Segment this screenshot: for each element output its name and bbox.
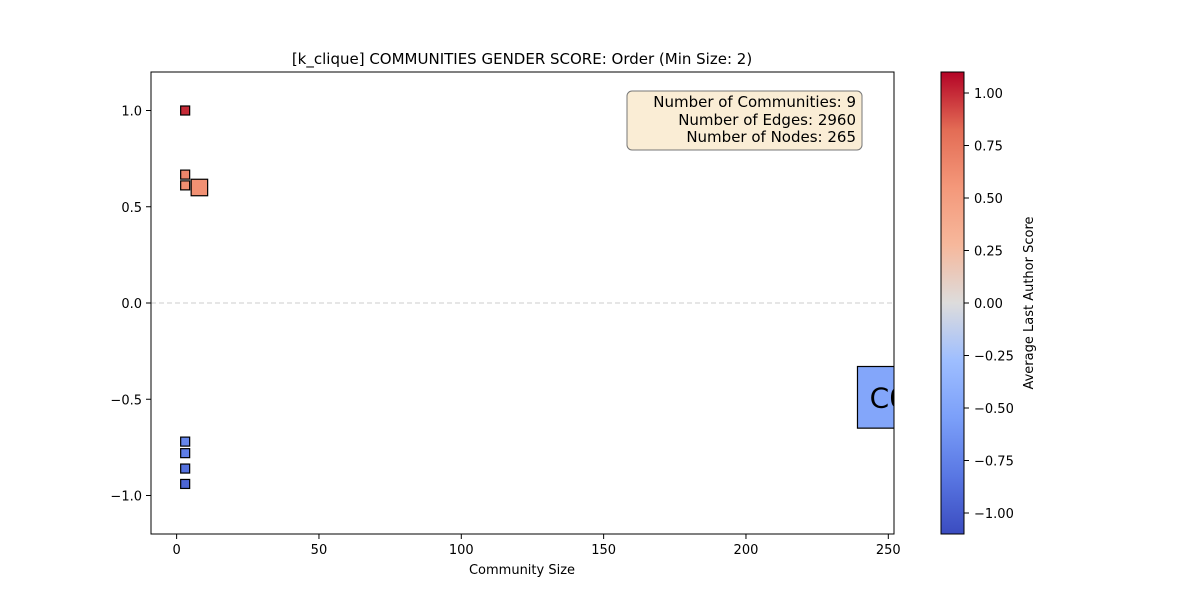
colorbar-tick-label: 1.00: [974, 87, 1003, 102]
y-tick-label: −0.5: [110, 393, 142, 408]
colorbar-tick-label: 0.00: [974, 297, 1003, 312]
colorbar-tick-label: −0.75: [974, 455, 1014, 470]
data-point: [180, 448, 191, 459]
colorbar-tick-label: −0.50: [974, 402, 1014, 417]
colorbar-tick-label: 0.50: [974, 192, 1003, 207]
colorbar-label: Average Last Author Score: [1022, 216, 1037, 389]
colorbar-tick-label: 0.25: [974, 245, 1003, 260]
data-point: [180, 169, 191, 180]
x-axis: 0 50 100 150 200 250: [172, 534, 901, 558]
colorbar-ticks: −1.00 −0.75 −0.50 −0.25 0.00 0.25 0.50 0.75 1.00: [964, 87, 1014, 522]
data-point: [856, 365, 894, 429]
community-label: C0: [870, 381, 907, 414]
data-point: [190, 178, 209, 197]
colorbar-tick-label: 0.75: [974, 140, 1003, 155]
x-tick-label: 0: [172, 543, 180, 558]
data-point: [180, 478, 191, 490]
colorbar-tick-label: −1.00: [974, 507, 1014, 522]
y-tick-label: −1.0: [110, 490, 142, 505]
y-tick-label: 0.0: [121, 297, 142, 312]
colorbar-tick-label: −0.25: [974, 350, 1014, 365]
x-tick-label: 100: [449, 543, 474, 558]
stats-edges: Number of Edges: 2960: [678, 111, 856, 129]
stats-box: Number of Communities: 9 Number of Edges…: [626, 90, 863, 151]
x-tick-label: 200: [734, 543, 759, 558]
chart-title: [k_clique] COMMUNITIES GENDER SCORE: Ord…: [292, 50, 752, 69]
stats-communities: Number of Communities: 9: [653, 93, 856, 111]
x-tick-label: 50: [311, 543, 328, 558]
y-axis: −1.0 −0.5 0.0 0.5 1.0: [110, 105, 151, 505]
stats-box-background: [626, 90, 863, 151]
colorbar-gradient: [940, 71, 965, 535]
data-point: [180, 463, 191, 474]
data-points: C0: [180, 105, 907, 490]
y-tick-label: 1.0: [121, 105, 142, 120]
colorbar: −1.00 −0.75 −0.50 −0.25 0.00 0.25 0.50 0.75 1.00…: [940, 71, 1037, 535]
data-point: [180, 105, 191, 116]
x-tick-label: 250: [876, 543, 901, 558]
x-axis-label: Community Size: [469, 563, 575, 578]
y-tick-label: 0.5: [121, 201, 142, 216]
x-tick-label: 150: [591, 543, 616, 558]
data-point: [180, 180, 191, 191]
data-point: [180, 436, 191, 447]
stats-nodes: Number of Nodes: 265: [686, 128, 856, 146]
